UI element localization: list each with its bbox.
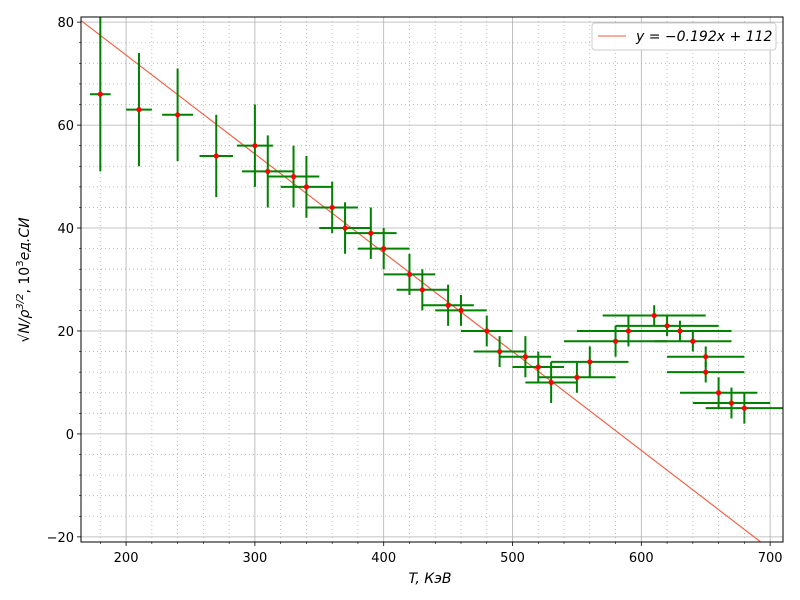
data-point	[406, 271, 413, 277]
data-point	[290, 173, 297, 180]
legend: y = −0.192x + 112	[591, 22, 777, 51]
y-tick-label: 0	[66, 428, 74, 443]
data-point	[458, 307, 464, 313]
legend-box	[591, 22, 777, 51]
tick-labels: 200 300 400 500 600 700 −20 0 20 40 60 80	[47, 16, 783, 566]
data-point	[715, 390, 722, 396]
data-point	[703, 369, 709, 375]
x-tick-label: 500	[500, 551, 525, 566]
x-tick-label: 200	[114, 551, 139, 566]
y-tick-label: 40	[57, 222, 74, 237]
data-point	[484, 328, 490, 334]
data-point	[497, 348, 503, 355]
y-axis-label-exponent: 3/2	[15, 294, 26, 310]
minor-grid	[81, 17, 783, 542]
data-point	[175, 112, 181, 118]
data-point	[625, 328, 632, 334]
x-tick-label: 400	[371, 551, 396, 566]
data-point	[548, 379, 554, 386]
y-tick-label: 60	[57, 119, 74, 134]
data-point	[419, 287, 425, 293]
data-point	[252, 143, 258, 149]
y-axis-label-units: ед.СИ	[17, 217, 33, 261]
data-point	[342, 225, 348, 231]
data-point	[303, 184, 310, 190]
svg-text:√N/ρ3/2, 103ед.СИ: √N/ρ3/2, 103ед.СИ	[15, 217, 33, 343]
data-point	[587, 359, 593, 365]
plot-frame	[80, 16, 784, 543]
data-point	[445, 302, 451, 308]
data-point	[329, 204, 335, 211]
x-axis-label: T, КэВ	[408, 571, 451, 587]
y-axis-label: √N/ρ3/2, 103ед.СИ	[15, 217, 33, 343]
y-axis-label-exponent-2: 3	[15, 260, 26, 266]
data-point	[136, 107, 142, 113]
axis-ticks	[77, 21, 771, 546]
y-axis-label-main: √N/ρ	[17, 309, 33, 342]
data-point	[574, 374, 580, 380]
data-point	[690, 338, 696, 344]
major-grid	[81, 17, 783, 542]
x-tick-label: 300	[242, 551, 267, 566]
data-point	[741, 405, 747, 411]
data-point	[381, 246, 387, 252]
y-tick-label: 80	[57, 16, 74, 31]
data-point	[213, 153, 219, 159]
data-point	[522, 354, 528, 360]
y-tick-label: 20	[57, 325, 74, 340]
data-point	[97, 91, 103, 97]
legend-fit-label: y = −0.192x + 112	[635, 29, 772, 45]
x-tick-label: 600	[629, 551, 654, 566]
data-point	[677, 328, 683, 334]
data-point	[265, 168, 271, 175]
data-point	[728, 400, 735, 406]
data-point	[703, 354, 709, 360]
data-point	[612, 338, 619, 344]
point-layer	[97, 91, 747, 411]
data-point	[535, 364, 541, 370]
y-tick-label: −20	[47, 531, 74, 546]
data-point	[651, 312, 657, 319]
data-point	[368, 230, 374, 236]
y-axis-label-rest: , 10	[17, 267, 33, 294]
data-point	[664, 323, 670, 329]
x-tick-label: 700	[758, 551, 783, 566]
